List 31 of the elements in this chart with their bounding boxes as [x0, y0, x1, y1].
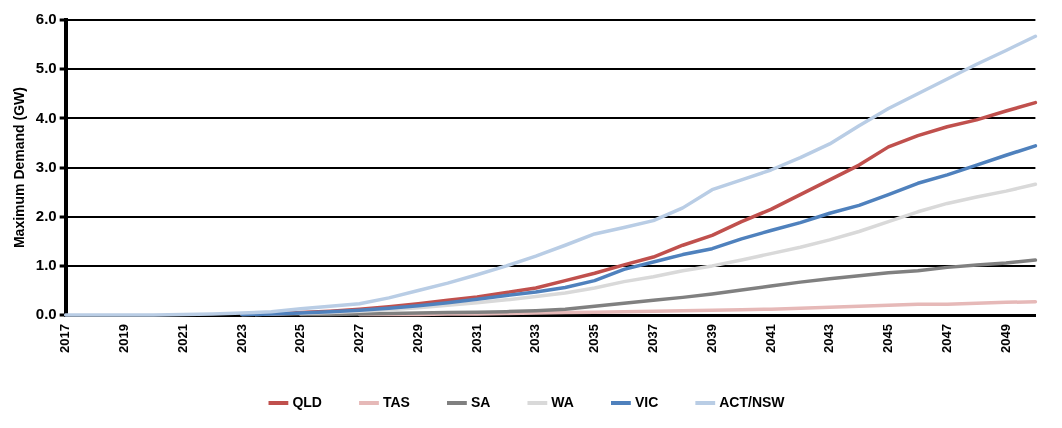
legend-label: TAS: [382, 393, 410, 410]
y-tick-label: 2.0: [35, 206, 57, 224]
x-tick-label: 2037: [644, 324, 660, 353]
y-tick-label: 5.0: [35, 59, 57, 77]
x-tick-label: 2027: [351, 324, 367, 353]
y-tick-label: 0.0: [35, 305, 57, 323]
x-tick-label: 2029: [409, 324, 425, 353]
x-tick-label: 2041: [762, 324, 778, 353]
y-tick-label: 1.0: [35, 256, 57, 274]
x-tick-label: 2019: [116, 324, 131, 353]
x-tick-label: 2039: [703, 324, 719, 353]
y-tick-label: 6.0: [35, 10, 57, 28]
x-tick-label: 2035: [586, 324, 602, 353]
x-tick-label: 2031: [468, 324, 484, 353]
legend-label: SA: [470, 393, 491, 410]
x-tick-label: 2021: [174, 324, 190, 353]
legend-label: ACT/NSW: [719, 393, 786, 410]
x-tick-label: 2017: [57, 324, 73, 353]
legend-label: QLD: [292, 393, 322, 410]
x-tick-label: 2043: [821, 324, 837, 353]
x-tick-label: 2023: [233, 324, 249, 353]
y-axis-title: Maximum Demand (GW): [11, 87, 28, 249]
x-tick-label: 2045: [880, 324, 896, 353]
y-tick-label: 3.0: [35, 157, 57, 175]
x-tick-label: 2049: [997, 324, 1013, 353]
legend-label: VIC: [634, 393, 659, 410]
x-tick-label: 2047: [938, 324, 954, 353]
x-tick-label: 2025: [292, 324, 308, 353]
x-tick-label: 2033: [527, 324, 543, 353]
legend-label: WA: [551, 393, 574, 410]
y-tick-label: 4.0: [35, 108, 57, 126]
